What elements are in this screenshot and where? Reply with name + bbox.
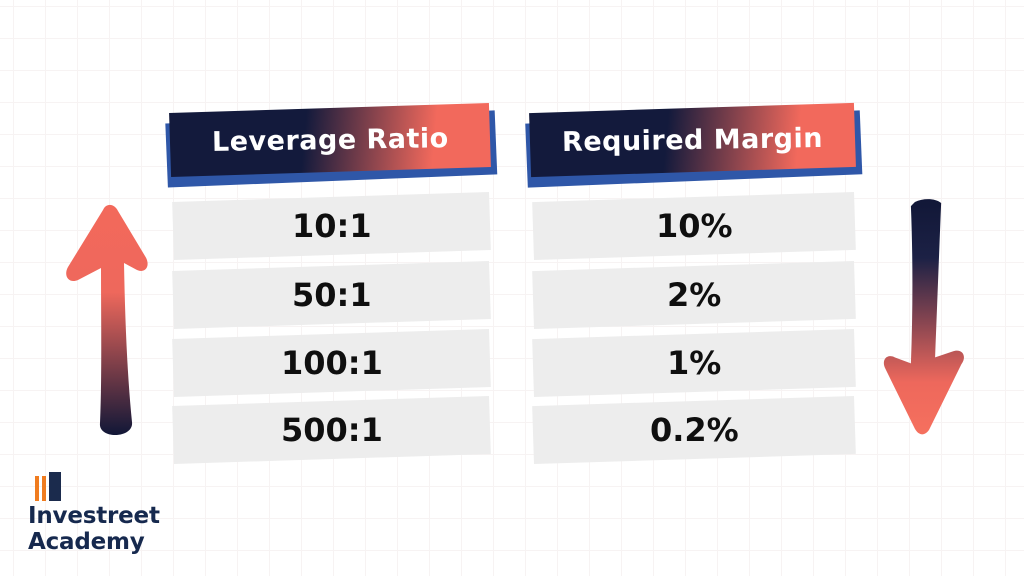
table-row: 50:1 [172,261,491,329]
table-row: 10:1 [172,192,491,260]
table-row: 500:1 [172,396,491,464]
cell-value: 50:1 [291,276,372,314]
down-arrow-icon [883,199,964,435]
required-margin-column: Required Margin 10% 2% 1% 0.2% [525,102,863,469]
leverage-ratio-column: Leverage Ratio 10:1 50:1 100:1 500:1 [165,102,498,469]
table-row: 100:1 [172,329,491,397]
logo-line-2: Academy [28,529,145,556]
logo-bar [42,476,46,501]
table-row: 10% [532,191,856,261]
cell-value: 0.2% [649,411,739,449]
cell-value: 500:1 [280,411,383,450]
table-row: 1% [532,328,856,398]
cell-value: 10% [655,207,733,245]
header-face: Leverage Ratio [169,102,491,178]
leverage-ratio-header: Leverage Ratio [165,102,498,188]
cell-value: 10:1 [291,207,372,245]
bar-chart-logo-icon [28,471,72,501]
cell-value: 2% [666,276,722,315]
cell-value: 1% [666,344,722,383]
table-row: 2% [532,260,856,330]
logo-text: Investreet Academy [28,503,160,555]
required-margin-header: Required Margin [525,102,863,188]
up-arrow-icon [66,204,148,435]
logo-bar [49,472,61,501]
header-face: Required Margin [529,102,856,178]
header-label: Leverage Ratio [211,122,449,158]
logo-bar [35,476,39,501]
cell-value: 100:1 [280,344,383,383]
table-row: 0.2% [532,395,856,465]
logo: Investreet Academy [28,471,160,555]
logo-line-1: Investreet [28,503,160,529]
header-label: Required Margin [561,122,824,158]
